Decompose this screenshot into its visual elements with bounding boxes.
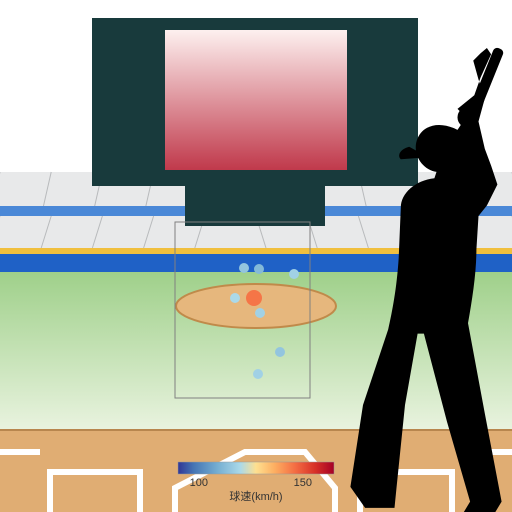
legend-tick: 100 xyxy=(190,477,208,489)
pitch-chart: 100 150 球速(km/h) xyxy=(0,0,512,512)
scoreboard-screen xyxy=(165,30,347,170)
pitch-point xyxy=(255,308,265,318)
legend-tick: 150 xyxy=(294,477,312,489)
pitch-point xyxy=(275,347,285,357)
pitch-point xyxy=(246,290,262,306)
pitch-point xyxy=(230,293,240,303)
pitch-point xyxy=(239,263,249,273)
pitch-point xyxy=(289,269,299,279)
pitch-point xyxy=(253,369,263,379)
pitch-point xyxy=(254,264,264,274)
legend-label: 球速(km/h) xyxy=(229,489,282,503)
